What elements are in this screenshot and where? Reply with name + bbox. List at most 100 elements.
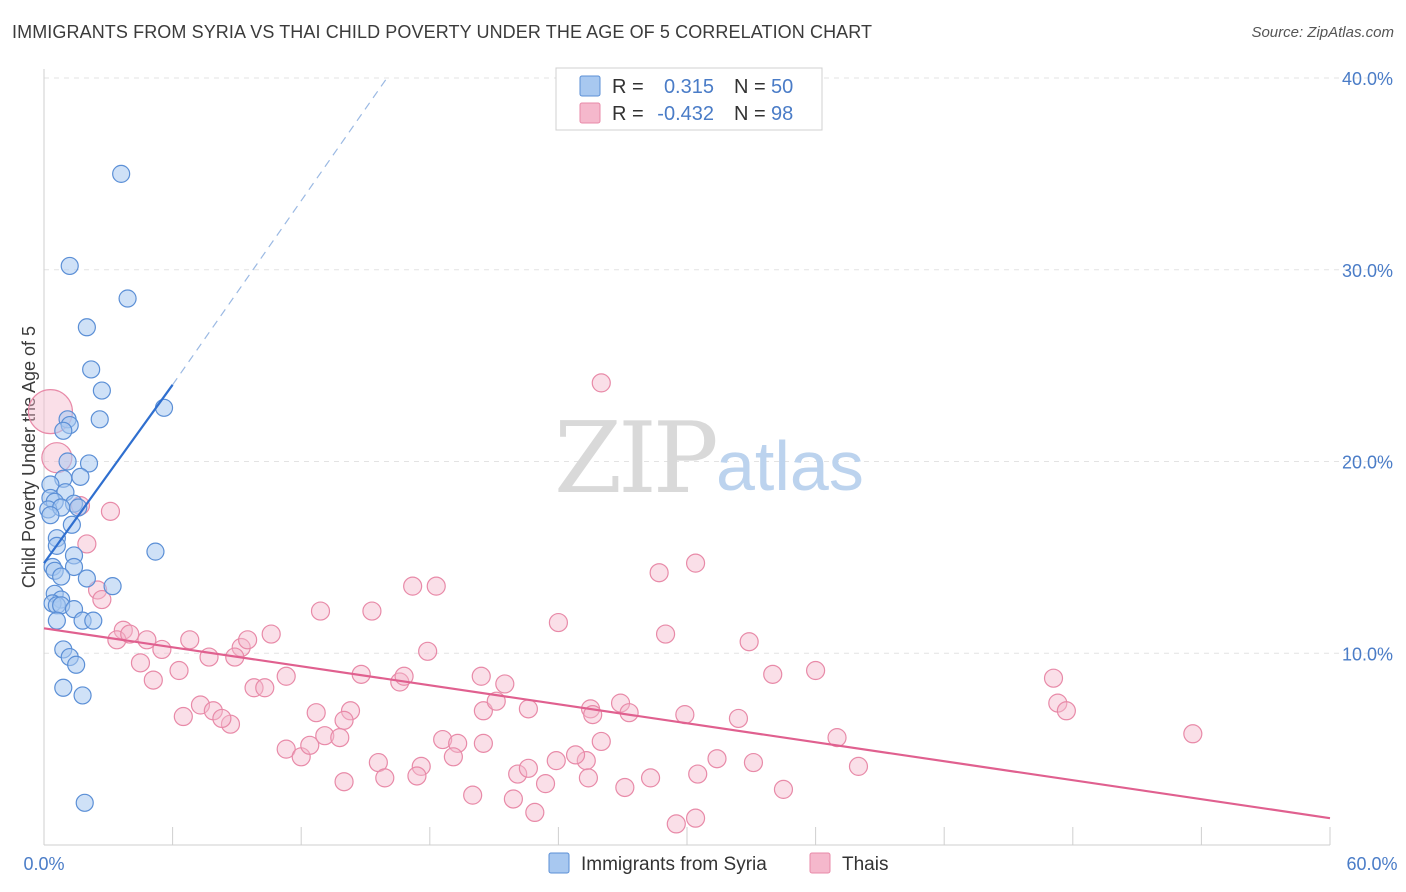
thai-point xyxy=(375,768,395,788)
thai-point xyxy=(546,751,566,771)
syria-point xyxy=(79,454,99,473)
legend-swatch-syria xyxy=(579,75,601,97)
thai-point xyxy=(473,701,493,721)
syria-point xyxy=(54,421,73,440)
thai-point xyxy=(518,699,538,719)
thai-point xyxy=(535,774,556,794)
x-ticks xyxy=(172,827,1331,845)
x-tick-label-max: 60.0% xyxy=(1346,854,1397,874)
thai-point xyxy=(591,731,611,752)
thai-point xyxy=(169,660,189,681)
thai-point xyxy=(300,735,320,755)
thai-point xyxy=(433,729,453,750)
thai-point xyxy=(739,632,759,652)
thai-point xyxy=(173,706,193,727)
thai-point xyxy=(77,534,97,554)
thai-point xyxy=(92,589,112,610)
syria-point xyxy=(58,452,77,471)
watermark-atlas: atlas xyxy=(716,427,864,505)
syria-point xyxy=(154,398,174,417)
thai-point xyxy=(508,764,528,784)
y-tick-label: 40.0% xyxy=(1342,69,1393,89)
thai-point xyxy=(685,808,706,828)
syria-point xyxy=(47,611,66,630)
chart-source: Source: ZipAtlas.com xyxy=(1251,24,1394,41)
syria-point xyxy=(103,577,122,596)
thai-point xyxy=(548,612,569,633)
thai-point xyxy=(707,749,727,769)
syria-point xyxy=(41,506,60,525)
bottom-legend: Immigrants from Syria Thais xyxy=(548,852,888,875)
thai-point xyxy=(443,747,463,767)
syria-point xyxy=(67,655,86,674)
thai-point xyxy=(525,802,545,823)
thai-point xyxy=(1043,668,1064,688)
legend-n-value-syria: 50 xyxy=(771,76,793,98)
trend-lines xyxy=(43,77,1331,820)
syria-point xyxy=(71,467,90,486)
thai-point xyxy=(565,745,586,765)
thai-point xyxy=(261,624,281,644)
syria-point xyxy=(52,567,71,586)
y-tick-label: 20.0% xyxy=(1342,453,1393,473)
thai-point xyxy=(310,601,331,621)
thai-point xyxy=(362,601,382,621)
thai-point xyxy=(143,670,163,690)
syria-point xyxy=(64,557,84,577)
thai-point xyxy=(1056,701,1076,721)
legend: R = 0.315 N = 50 R = -0.432 N = 98 xyxy=(555,67,823,131)
thai-point xyxy=(666,814,686,834)
y-tick-label: 10.0% xyxy=(1342,644,1393,664)
y-tick-label: 30.0% xyxy=(1342,261,1393,281)
thai-point xyxy=(655,624,676,644)
watermark-zip: ZIP xyxy=(554,402,716,516)
syria-point xyxy=(90,410,109,429)
thai-point xyxy=(403,576,423,596)
thai-point xyxy=(330,728,350,748)
syria-point xyxy=(75,793,94,812)
thai-point xyxy=(728,708,749,729)
legend-r-label-thai: R = xyxy=(612,103,644,125)
thai-point xyxy=(407,766,427,786)
thai-point xyxy=(130,653,151,673)
thai-trend-line xyxy=(43,627,1331,820)
syria-point xyxy=(118,289,137,308)
thai-point xyxy=(180,630,200,650)
thai-point xyxy=(805,660,826,681)
x-tick-label-min: 0.0% xyxy=(23,854,64,874)
thai-point xyxy=(615,777,635,798)
thai-point xyxy=(411,756,431,776)
thai-point xyxy=(763,664,783,684)
syria-point xyxy=(82,360,101,379)
legend-n-label-syria: N = xyxy=(734,76,766,98)
y-tick-labels: 10.0% 20.0% 30.0% 40.0% xyxy=(1342,69,1393,664)
thai-points xyxy=(27,373,1203,834)
syria-trend-extension xyxy=(172,77,388,386)
thai-point xyxy=(503,789,523,809)
thai-point xyxy=(471,666,491,686)
thai-point xyxy=(152,639,172,660)
thai-point xyxy=(306,703,326,723)
syria-point xyxy=(84,611,103,630)
thai-point xyxy=(334,710,354,730)
thai-point xyxy=(688,764,708,784)
bottom-legend-swatch-syria xyxy=(548,852,570,874)
thai-point xyxy=(463,785,483,805)
watermark: ZIP atlas xyxy=(554,402,864,516)
thai-point xyxy=(1183,724,1203,744)
legend-n-label-thai: N = xyxy=(734,103,766,125)
y-axis-title: Child Poverty Under the Age of 5 xyxy=(19,326,39,588)
syria-point xyxy=(77,318,96,337)
legend-r-label-syria: R = xyxy=(612,76,644,98)
grid-lines xyxy=(44,77,1392,654)
legend-r-value-syria: 0.315 xyxy=(664,76,714,98)
syria-points xyxy=(39,164,174,812)
thai-point xyxy=(827,728,847,748)
thai-point xyxy=(276,666,296,686)
thai-point xyxy=(100,501,121,521)
legend-swatch-thai xyxy=(579,102,601,124)
syria-point xyxy=(112,164,131,183)
thai-point xyxy=(773,779,794,799)
thai-point xyxy=(255,678,275,698)
